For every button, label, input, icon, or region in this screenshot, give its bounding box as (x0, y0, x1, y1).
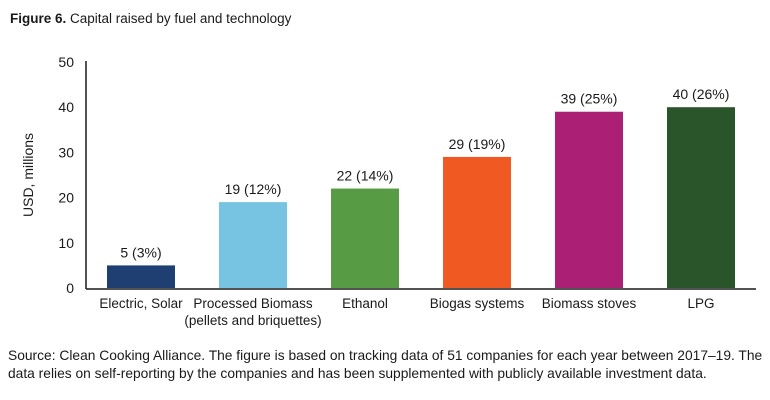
y-tick-label: 30 (58, 144, 74, 160)
y-tick-label: 10 (58, 235, 74, 251)
y-tick-label: 0 (66, 280, 74, 296)
source-note: Source: Clean Cooking Alliance. The figu… (8, 348, 763, 381)
x-category-label: Electric, Solar (99, 296, 183, 311)
bar (667, 107, 735, 288)
bar (443, 156, 511, 288)
x-category-label: Biomass stoves (542, 296, 637, 311)
y-tick-label: 50 (58, 54, 74, 70)
data-label: 39 (25%) (561, 91, 618, 107)
y-axis-label: USD, millions (20, 133, 36, 217)
bar-chart: 0 10 20 30 40 50 5 (3%) 19 (12%) 22 (14%) 29 (19… (20, 54, 756, 328)
data-label: 29 (19%) (449, 136, 506, 152)
bar (219, 202, 287, 288)
x-category-label: Ethanol (342, 296, 388, 311)
data-label: 5 (3%) (120, 244, 161, 260)
y-axis-ticks: 0 10 20 30 40 50 (58, 54, 74, 296)
y-tick-label: 40 (58, 99, 74, 115)
x-category-label: (pellets and briquettes) (184, 313, 321, 328)
data-labels: 5 (3%) 19 (12%) 22 (14%) 29 (19%) 39 (25%) 40… (120, 86, 729, 260)
figure-title: Figure 6. Capital raised by fuel and tec… (10, 11, 291, 26)
bar (331, 188, 399, 288)
figure-title-text: Capital raised by fuel and technology (70, 11, 292, 26)
y-tick-label: 20 (58, 190, 74, 206)
x-category-label: Processed Biomass (193, 296, 313, 311)
bar (555, 111, 623, 288)
figure-label: Figure 6. (10, 11, 67, 26)
x-axis-category-labels: Electric, Solar Processed Biomass (pellets… (99, 296, 714, 328)
x-category-label: Biogas systems (430, 296, 525, 311)
bars (107, 107, 735, 288)
data-label: 22 (14%) (337, 168, 394, 184)
data-label: 40 (26%) (673, 86, 730, 102)
data-label: 19 (12%) (225, 181, 282, 197)
x-category-label: LPG (687, 296, 714, 311)
bar (107, 265, 175, 288)
